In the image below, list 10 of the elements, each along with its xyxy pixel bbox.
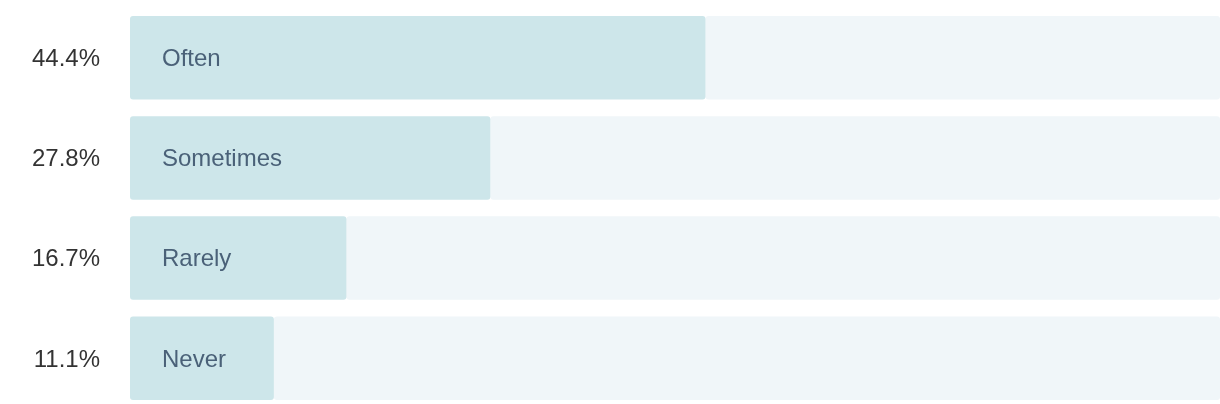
y-tick-label: Sometimes (162, 144, 283, 172)
data-label: 16.7% (31, 244, 100, 272)
y-tick-label: Never (162, 344, 227, 372)
data-label: 44.4% (31, 44, 100, 72)
data-label: 27.8% (31, 144, 100, 172)
bar (130, 316, 274, 400)
data-label: 11.1% (33, 344, 100, 372)
y-tick-label: Often (162, 44, 221, 72)
y-tick-label: Rarely (162, 244, 232, 272)
bar (130, 216, 347, 300)
